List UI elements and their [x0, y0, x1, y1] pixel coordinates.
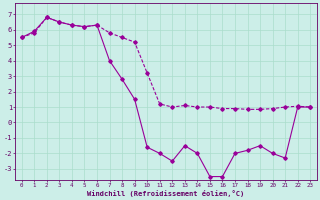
X-axis label: Windchill (Refroidissement éolien,°C): Windchill (Refroidissement éolien,°C): [87, 190, 244, 197]
